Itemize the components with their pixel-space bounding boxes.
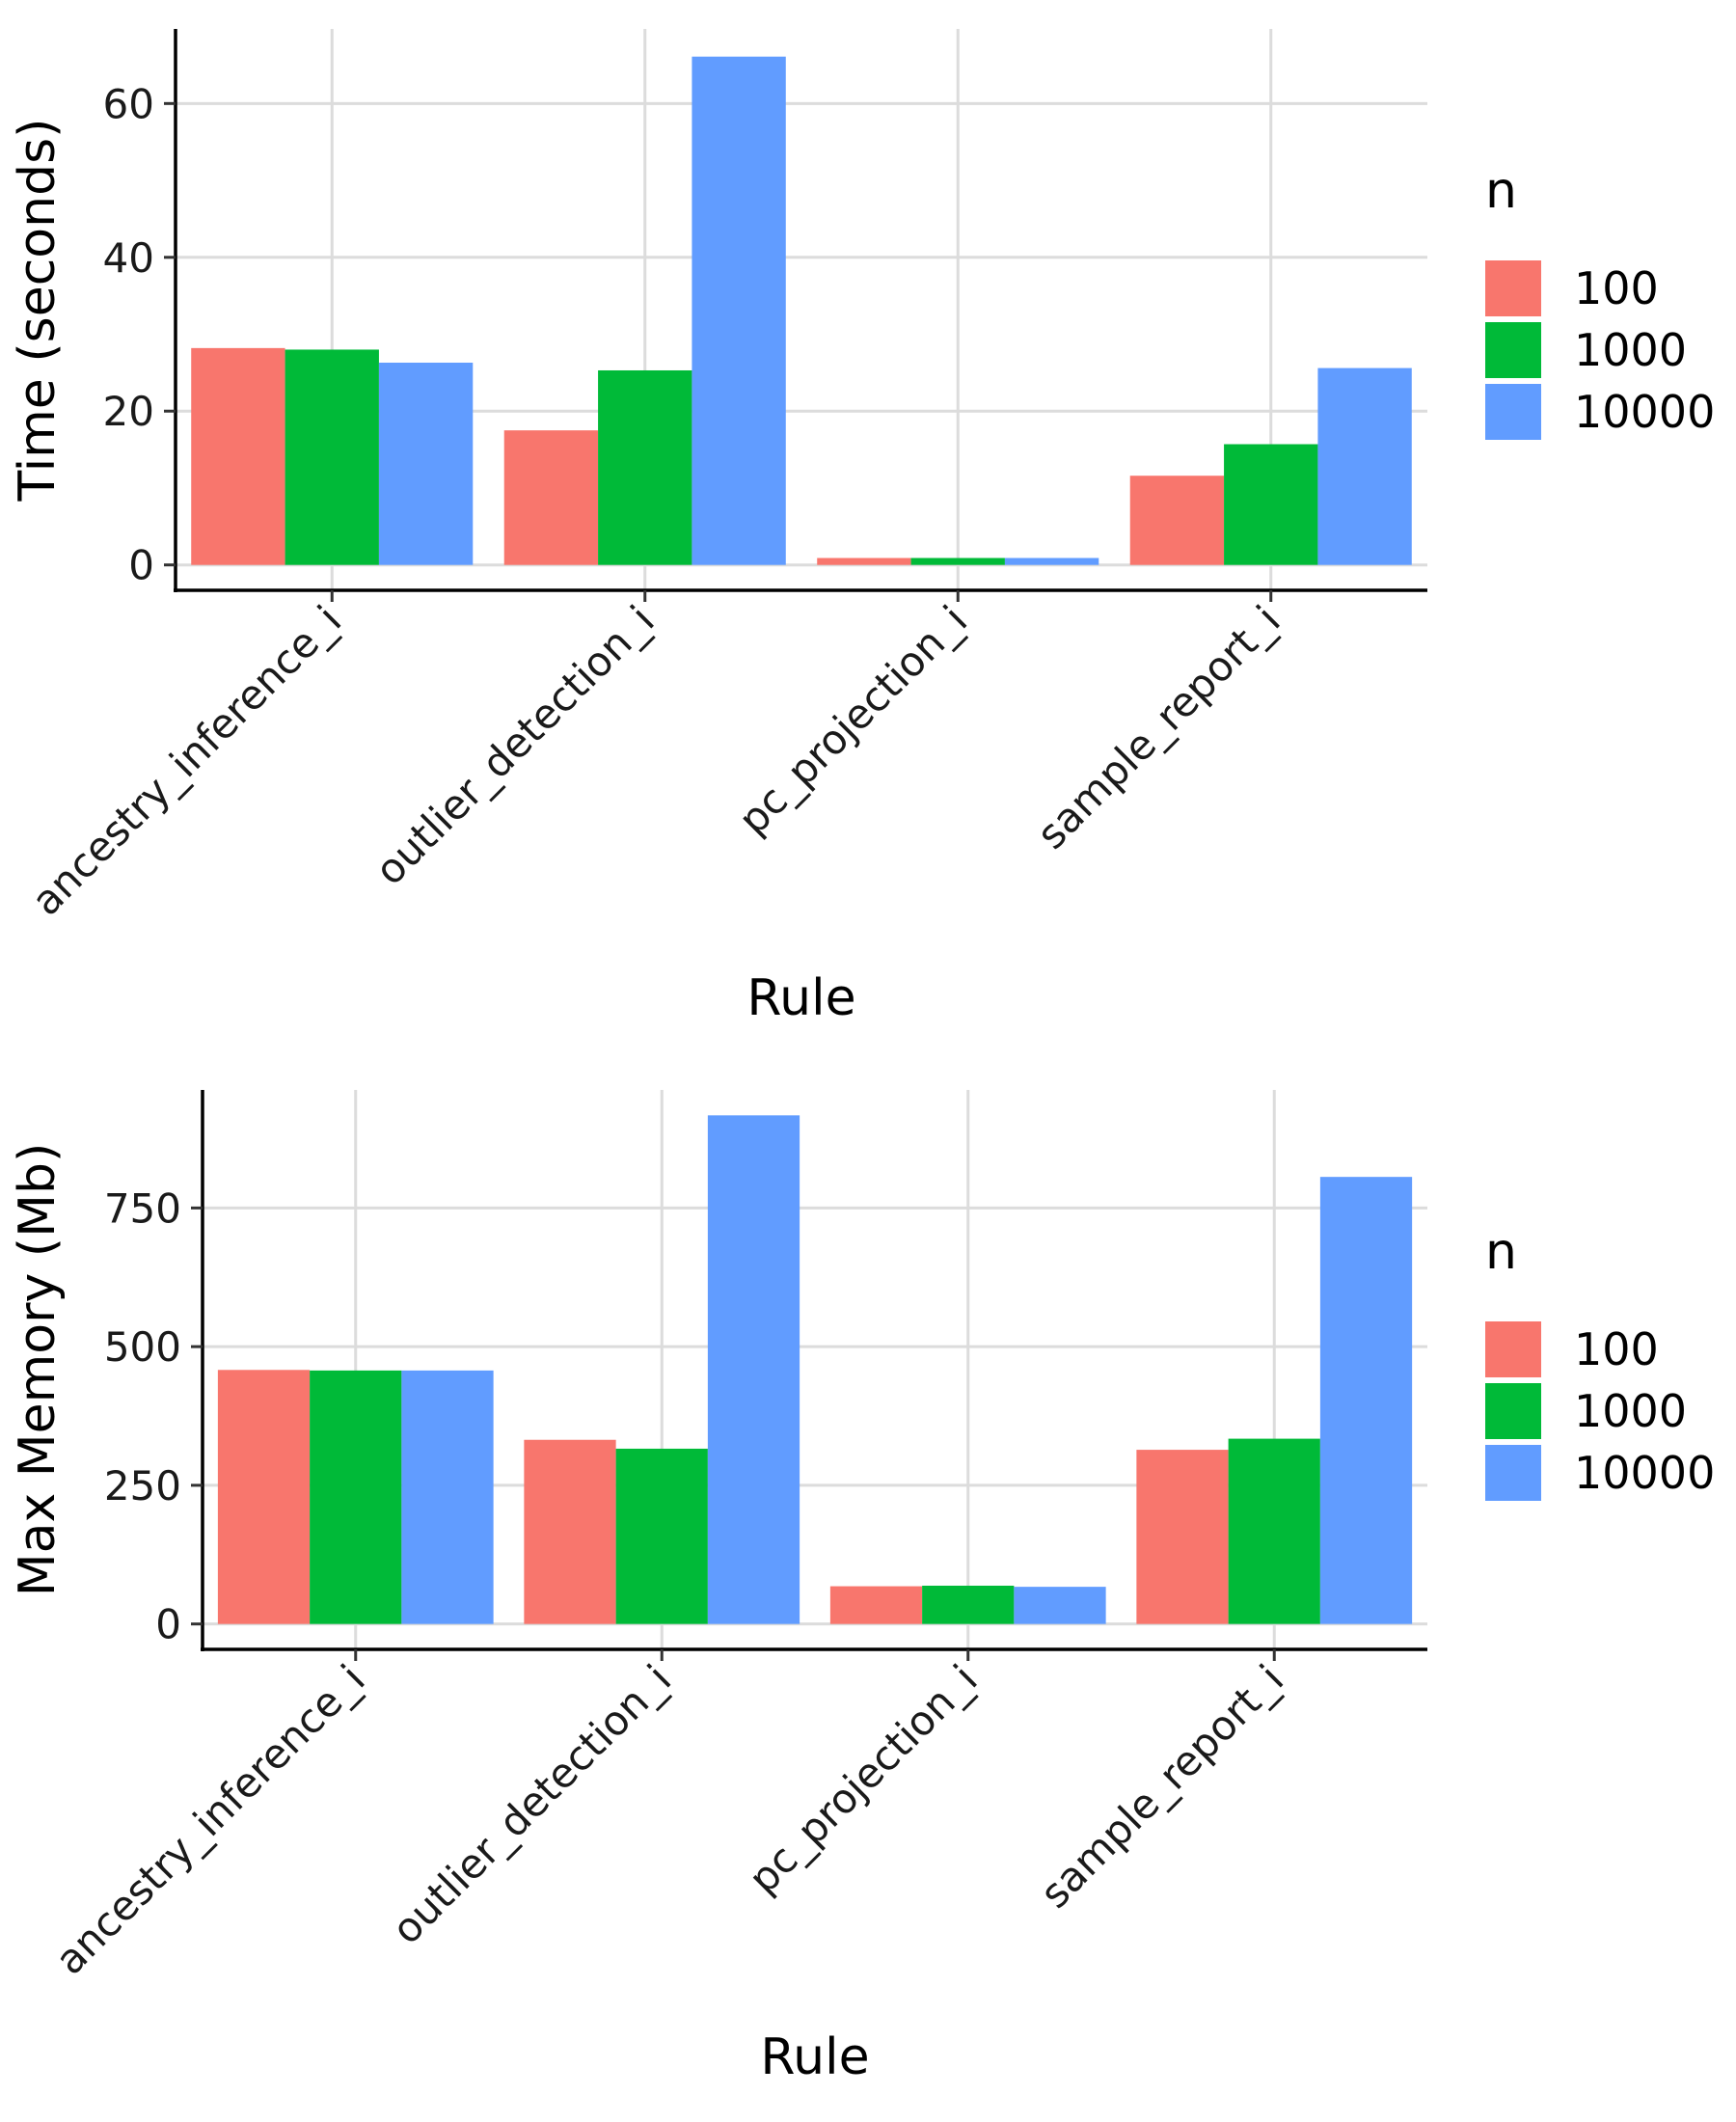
bar-n10000-ancestry_inference_i	[378, 363, 474, 565]
bar-n100-sample_report_i	[1129, 476, 1225, 565]
bar-n1000-ancestry_inference_i	[310, 1370, 402, 1624]
legend-label: 100	[1574, 1323, 1659, 1375]
legend-label: 1000	[1574, 324, 1687, 376]
legend-key-10000	[1485, 384, 1541, 440]
x-tick-label: pc_projection_i	[740, 1655, 987, 1902]
bar-n10000-outlier_detection_i	[692, 56, 786, 565]
bar-n1000-outlier_detection_i	[615, 1448, 708, 1624]
legend-title: n	[1485, 1223, 1517, 1281]
x-tick-label: pc_projection_i	[729, 596, 976, 843]
bar-n10000-outlier_detection_i	[707, 1115, 800, 1624]
legend-key-10000	[1485, 1445, 1541, 1501]
bar-n10000-ancestry_inference_i	[401, 1370, 494, 1624]
legend-key-1000	[1485, 322, 1541, 378]
y-tick-label: 0	[155, 1601, 181, 1648]
bar-n10000-sample_report_i	[1317, 367, 1412, 565]
legend-title: n	[1485, 162, 1517, 220]
bar-n100-outlier_detection_i	[524, 1439, 616, 1624]
bar-n100-pc_projection_i	[829, 1586, 923, 1624]
y-tick-label: 20	[103, 388, 154, 435]
bar-n100-pc_projection_i	[817, 558, 911, 565]
memory-chart: 0 250 500 750 ancestry_inference_i outlier_de…	[9, 1090, 1715, 2086]
bar-n10000-pc_projection_i	[1014, 1587, 1106, 1624]
bar-n1000-outlier_detection_i	[598, 369, 692, 565]
y-tick-label: 250	[104, 1462, 181, 1510]
legend-key-1000	[1485, 1383, 1541, 1439]
bar-n1000-pc_projection_i	[910, 558, 1005, 565]
bar-n100-ancestry_inference_i	[217, 1370, 311, 1624]
legend-label: 1000	[1574, 1385, 1687, 1437]
bar-n1000-ancestry_inference_i	[285, 349, 379, 565]
legend-label: 100	[1574, 262, 1659, 314]
legend-key-100	[1485, 1321, 1541, 1377]
x-tick-label: ancestry_inference_i	[46, 1655, 374, 1983]
bar-n1000-sample_report_i	[1228, 1438, 1320, 1624]
y-axis-title: Max Memory (Mb)	[9, 1143, 67, 1597]
legend-label: 10000	[1574, 1447, 1715, 1499]
y-tick-label: 0	[128, 542, 154, 589]
time-chart: 0 20 40 60 ancestry_inference_i outlier_detec…	[9, 29, 1715, 1027]
y-tick-label: 60	[103, 80, 154, 127]
x-axis-title: Rule	[746, 969, 855, 1027]
x-axis-title: Rule	[760, 2028, 869, 2086]
y-axis-title: Time (seconds)	[9, 119, 67, 503]
x-tick-label: sample_report_i	[1028, 596, 1289, 857]
y-tick-label: 500	[104, 1323, 181, 1371]
y-tick-label: 40	[103, 234, 154, 282]
bar-n10000-sample_report_i	[1319, 1177, 1413, 1624]
bar-n100-ancestry_inference_i	[191, 347, 285, 565]
bar-n1000-pc_projection_i	[922, 1585, 1015, 1624]
x-tick-label: ancestry_inference_i	[22, 596, 350, 924]
bar-n1000-sample_report_i	[1224, 444, 1318, 565]
x-tick-label: sample_report_i	[1031, 1655, 1292, 1917]
y-tick-label: 750	[104, 1184, 181, 1232]
bar-n100-sample_report_i	[1136, 1450, 1229, 1624]
legend-key-100	[1485, 260, 1541, 316]
legend-label: 10000	[1574, 386, 1715, 438]
x-tick-label: outlier_detection_i	[383, 1655, 680, 1952]
bar-n10000-pc_projection_i	[1004, 558, 1099, 565]
bar-n100-outlier_detection_i	[503, 430, 599, 565]
x-tick-label: outlier_detection_i	[366, 596, 663, 893]
